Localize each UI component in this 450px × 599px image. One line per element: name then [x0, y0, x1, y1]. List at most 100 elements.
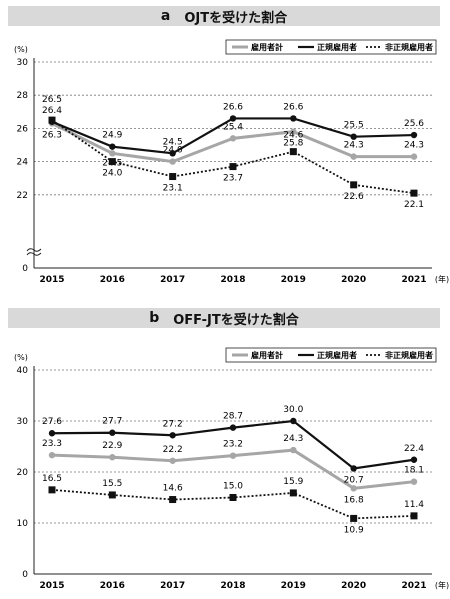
data-point-gray	[350, 485, 357, 492]
data-label: 22.9	[102, 441, 122, 451]
x-tick-label: 2021	[401, 275, 426, 285]
data-label: 26.6	[283, 102, 303, 112]
data-point-dotted	[169, 496, 177, 504]
data-label: 23.1	[163, 184, 183, 194]
x-tick-label: 2018	[220, 581, 245, 591]
data-point-black	[109, 143, 116, 150]
data-point-gray	[109, 150, 116, 157]
data-point-gray	[169, 457, 176, 464]
data-label: 26.6	[223, 102, 243, 112]
legend-label: 非正規雇用者	[385, 350, 433, 360]
x-tick-label: 2019	[281, 275, 306, 285]
data-label: 25.6	[404, 119, 424, 129]
data-label: 28.7	[223, 412, 243, 422]
legend-label: 正規雇用者	[317, 350, 357, 360]
data-point-dotted	[350, 181, 358, 189]
data-point-black	[290, 417, 297, 425]
chart-a: (%) 0 22 24 26 28 30 2015 2016 2017 2018 2019 2020 20…	[14, 39, 449, 285]
x-tick-label: 2020	[341, 581, 366, 591]
data-label: 26.5	[42, 95, 62, 105]
data-point-gray	[229, 135, 237, 142]
legend-label: 雇用者計	[250, 42, 283, 52]
data-point-dotted	[108, 491, 116, 499]
data-label: 24.3	[404, 141, 424, 151]
data-label: 30.0	[283, 405, 303, 415]
data-label: 26.3	[42, 130, 62, 140]
data-point-dotted	[289, 489, 297, 497]
data-label: 24.5	[163, 137, 183, 147]
data-label: 23.7	[223, 174, 243, 184]
y-tick-label: 22	[17, 191, 28, 201]
data-point-black	[410, 456, 418, 463]
data-label: 23.2	[223, 440, 243, 450]
data-label: 14.6	[163, 484, 183, 494]
x-tick-label: 2017	[160, 581, 185, 591]
y-tick-label: 24	[17, 158, 29, 168]
y-tick-label: 40	[17, 366, 29, 376]
x-tick-label: 2017	[160, 275, 185, 285]
data-label: 20.7	[344, 475, 364, 485]
data-point-dotted	[410, 512, 418, 520]
data-label: 22.1	[404, 200, 424, 210]
data-label: 24.3	[283, 434, 303, 444]
x-tick-label: 2016	[100, 275, 125, 285]
data-point-dotted	[169, 173, 177, 181]
data-point-black	[48, 430, 56, 437]
data-label: 25.8	[283, 139, 303, 149]
data-point-black	[229, 424, 237, 431]
data-label: 25.5	[344, 121, 364, 131]
data-point-black	[290, 115, 297, 122]
data-point-gray	[290, 128, 297, 135]
data-point-dotted	[229, 494, 237, 501]
data-point-black	[169, 432, 176, 439]
data-label: 15.0	[223, 482, 243, 492]
data-label: 22.6	[344, 192, 364, 202]
y-tick-label: 26	[17, 124, 29, 134]
data-label: 24.0	[102, 169, 122, 179]
data-point-gray	[169, 158, 176, 165]
x-tick-label: 2019	[281, 581, 306, 591]
data-point-dotted	[108, 158, 116, 166]
legend-box	[225, 347, 437, 363]
y-tick-label: 0	[22, 570, 28, 580]
data-point-black	[350, 133, 357, 140]
data-point-dotted	[410, 189, 418, 197]
y-tick-label: 28	[17, 91, 29, 101]
data-point-gray	[350, 153, 357, 160]
x-tick-label: 2018	[220, 275, 245, 285]
data-label: 24.6	[283, 131, 303, 141]
data-label: 24.9	[102, 131, 122, 141]
data-label: 22.4	[404, 444, 424, 454]
data-label: 15.5	[102, 479, 122, 489]
data-point-gray	[410, 153, 418, 160]
legend-label: 正規雇用者	[317, 42, 357, 52]
x-tick-label: 2015	[39, 581, 64, 591]
y-tick-label: 30	[17, 417, 29, 427]
data-point-gray	[410, 478, 418, 485]
data-point-black	[410, 131, 418, 139]
data-label: 27.2	[163, 419, 183, 429]
chart-a-title: OJTを受けた割合	[184, 10, 288, 26]
data-point-dotted	[289, 148, 297, 156]
x-tick-label: 2015	[39, 275, 64, 285]
data-label: 24.3	[344, 141, 364, 151]
data-point-dotted	[48, 486, 56, 494]
data-point-gray	[229, 452, 237, 459]
y-axis-unit: (%)	[14, 353, 28, 362]
chart-a-title-bar: a OJTを受けた割合	[8, 6, 440, 26]
data-label: 25.4	[223, 122, 243, 132]
data-point-gray	[109, 454, 116, 461]
chart-b-letter: b	[149, 310, 160, 326]
x-tick-label: 2016	[100, 581, 125, 591]
y-tick-label: 10	[17, 519, 29, 529]
data-point-gray	[48, 451, 56, 459]
data-point-gray	[290, 446, 297, 454]
y-tick-label: 30	[17, 58, 29, 68]
x-tick-label: 2021	[401, 581, 426, 591]
y-axis-unit: (%)	[14, 45, 28, 54]
data-label: 16.5	[42, 474, 62, 484]
y-tick-label: 0	[22, 264, 28, 274]
legend-label: 雇用者計	[250, 350, 283, 360]
data-point-black	[350, 465, 357, 472]
chart-b-title-bar: b OFF-JTを受けた割合	[8, 308, 440, 328]
